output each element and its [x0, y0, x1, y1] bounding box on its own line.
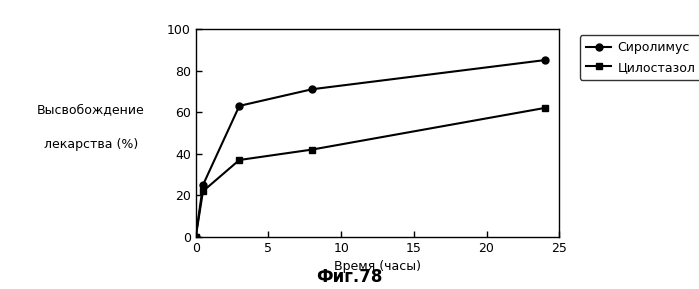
Сиролимус — [235, 104, 243, 108]
Сиролимус — [308, 88, 316, 91]
Цилостазол — [540, 106, 549, 110]
Цилостазол — [235, 158, 243, 162]
Сиролимус — [540, 58, 549, 62]
Text: Фиг.78: Фиг.78 — [317, 268, 382, 286]
Line: Цилостазол: Цилостазол — [192, 105, 548, 240]
Text: Высвобождение: Высвобождение — [37, 103, 145, 116]
X-axis label: Время (часы): Время (часы) — [334, 260, 421, 273]
Text: лекарства (%): лекарства (%) — [44, 138, 138, 151]
Сиролимус — [199, 183, 207, 187]
Line: Сиролимус: Сиролимус — [192, 57, 548, 240]
Сиролимус — [192, 235, 200, 239]
Цилостазол — [192, 235, 200, 239]
Цилостазол — [308, 148, 316, 151]
Legend: Сиролимус, Цилостазол: Сиролимус, Цилостазол — [580, 35, 699, 80]
Цилостазол — [199, 190, 207, 193]
